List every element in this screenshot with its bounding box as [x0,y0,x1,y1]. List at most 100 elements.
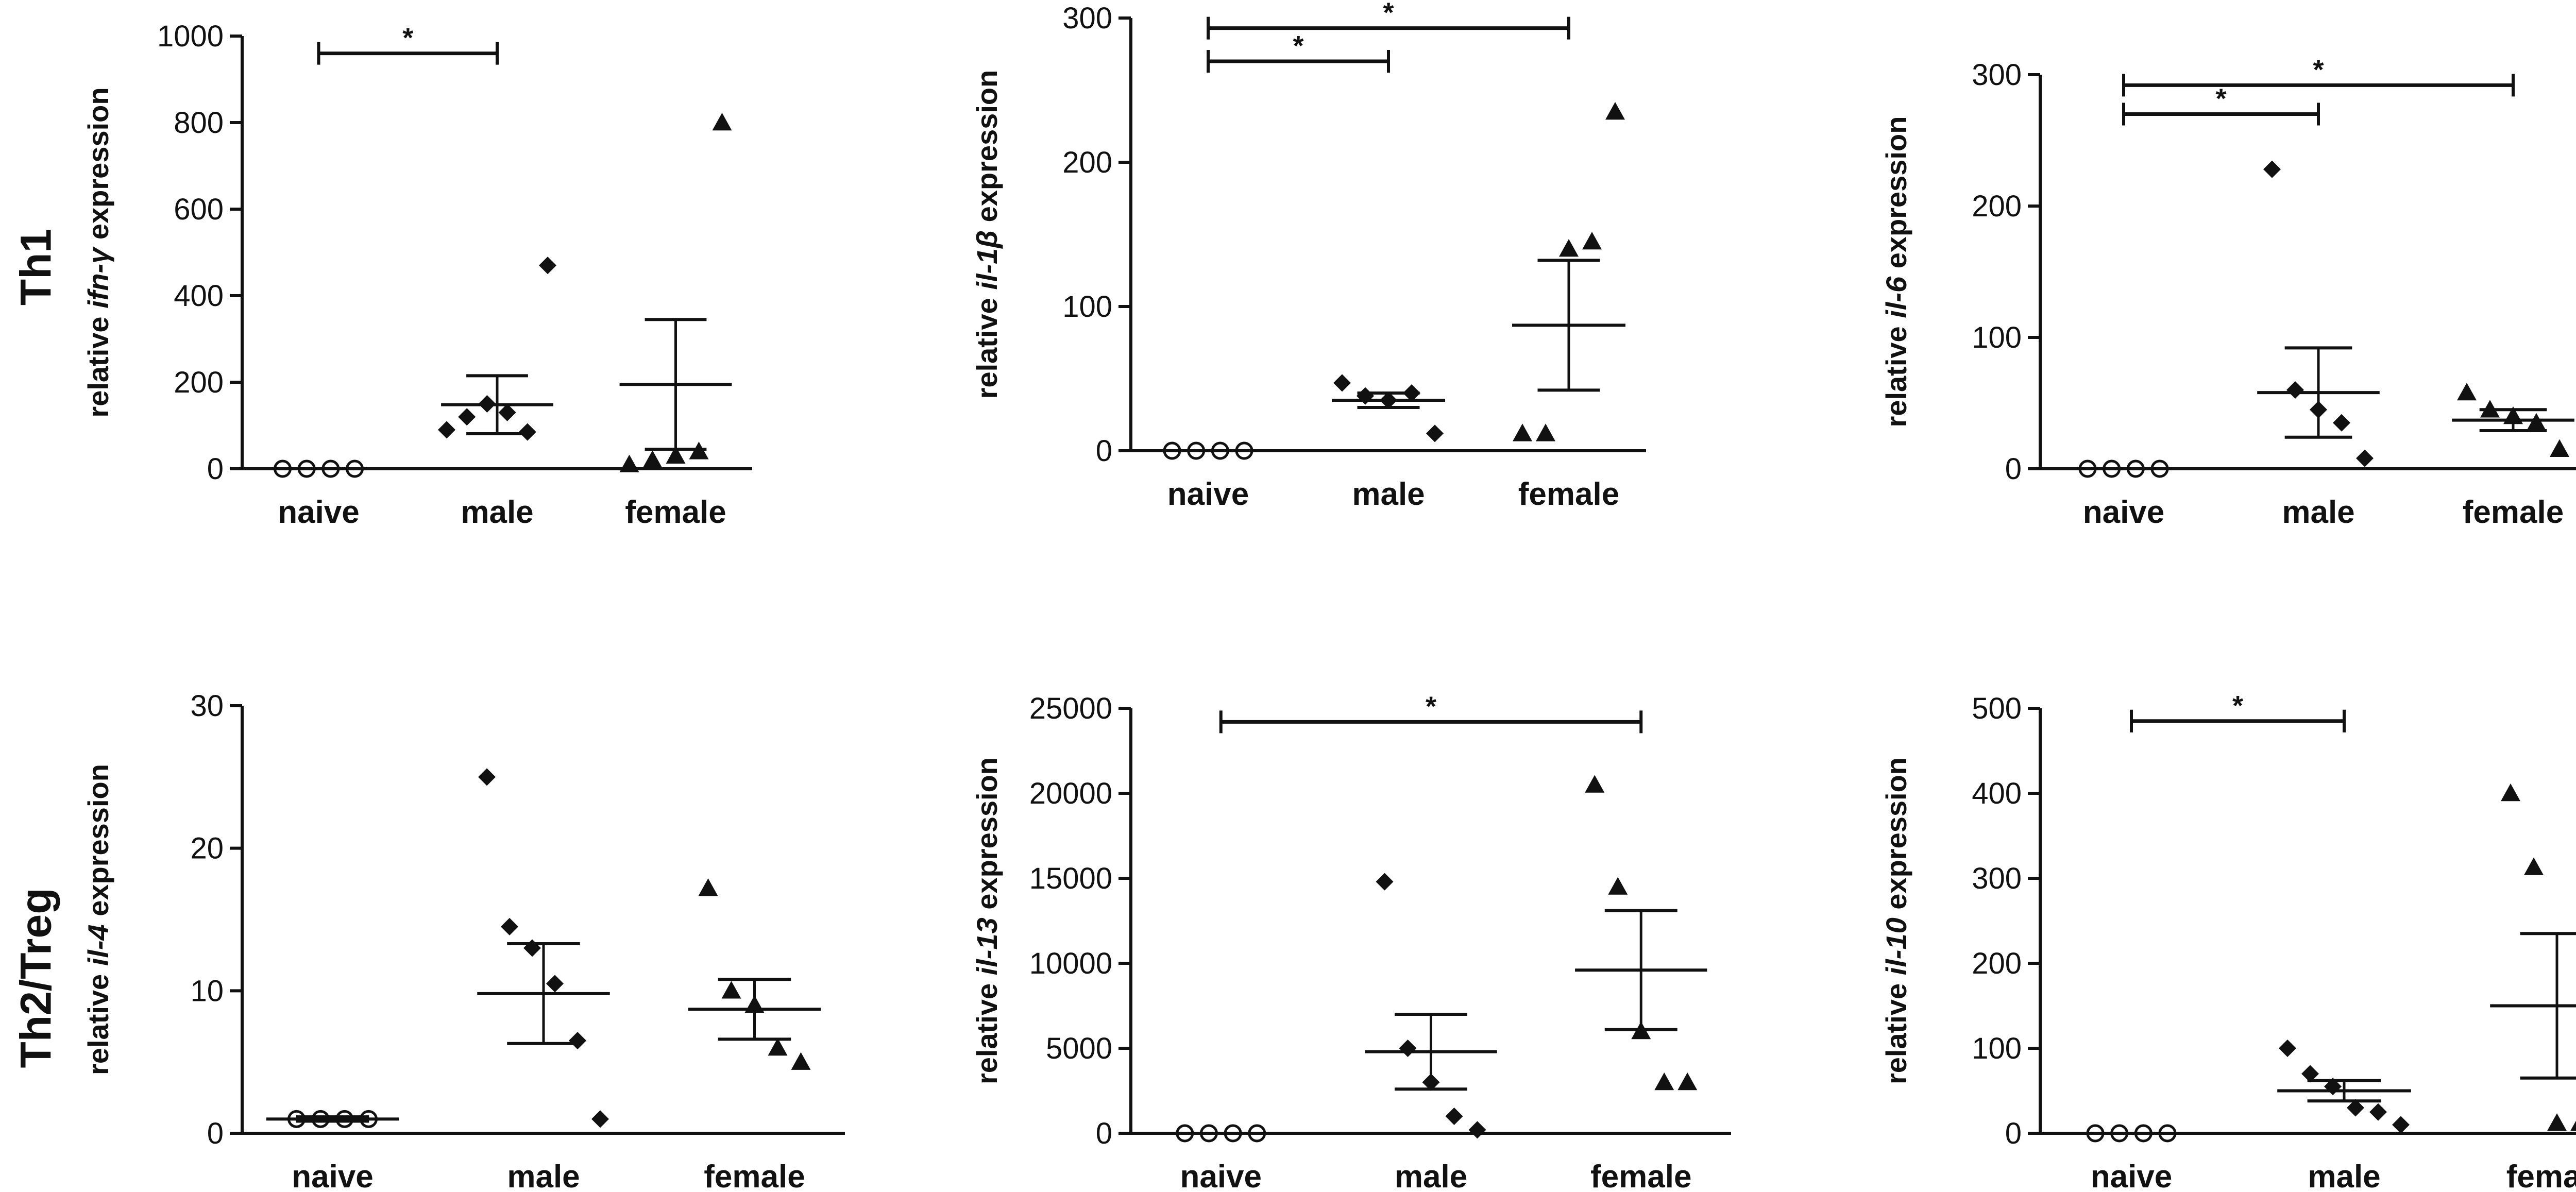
data-point-diamond [2392,1116,2410,1134]
y-axis-title-suffix: expression [971,757,1003,917]
data-point-diamond [523,939,541,957]
data-point-diamond [591,1110,609,1128]
y-axis-title-prefix: relative [82,309,114,418]
data-point-diamond [1333,374,1351,392]
y-axis-title-suffix: expression [971,70,1003,230]
significance-label: * [1383,0,1394,28]
y-axis-title-suffix: expression [82,87,114,247]
panel-il-4: 0 10 20 30 naive male female relative il-4 expr… [82,689,845,1192]
data-point-diamond [1376,873,1394,891]
y-axis-title-suffix: expression [82,764,114,924]
x-category-label: male [1352,476,1425,512]
x-category-label: female [625,495,726,530]
x-category-label: naive [2083,495,2165,530]
data-point-diamond [2347,1099,2364,1117]
significance-label: * [1293,30,1303,61]
x-category-label: male [507,1159,580,1192]
data-point-triangle [2570,1120,2576,1131]
y-axis-title: relative il-1β expression [971,70,1003,399]
y-tick-label: 100 [1972,1032,2022,1065]
data-point-diamond [2356,449,2374,467]
y-tick-label: 200 [1062,146,1112,179]
y-tick-label: 0 [2005,1117,2022,1150]
data-point-triangle [712,113,732,131]
y-axis-title-prefix: relative [82,966,114,1075]
data-point-triangle [2550,439,2569,457]
y-tick-label: 500 [1972,692,2022,725]
data-point-diamond [2286,381,2304,399]
data-point-diamond [539,257,557,275]
y-tick-label: 25000 [1029,692,1112,725]
y-axis-title: relative il-10 expression [1880,757,1912,1084]
y-axis-title: relative ifn-γ expression [82,87,114,417]
x-category-label: male [1395,1159,1467,1192]
x-category-label: naive [1180,1159,1262,1192]
y-tick-label: 30 [190,689,224,723]
data-point-diamond [2279,1040,2296,1057]
y-tick-label: 20000 [1029,777,1112,810]
x-category-label: female [2506,1159,2576,1192]
y-axis-title: relative il-4 expression [82,764,114,1075]
y-axis-title-prefix: relative [1880,318,1912,428]
data-point-triangle [1654,1072,1674,1091]
y-tick-label: 800 [174,106,224,140]
y-axis-title-gene: il-1β [971,230,1003,290]
y-tick-label: 200 [1972,190,2022,223]
y-axis-title-suffix: expression [1880,116,1912,277]
y-tick-label: 300 [1972,58,2022,92]
y-tick-label: 15000 [1029,862,1112,895]
y-tick-label: 200 [174,366,224,399]
x-category-label: naive [292,1159,374,1192]
data-point-diamond [1357,387,1374,405]
data-point-diamond [498,403,516,421]
y-tick-label: 600 [174,193,224,226]
panel-il-10: 0 100 200 300 400 500 naive male female relative … [1880,690,2576,1192]
significance-label: * [1426,691,1436,722]
y-tick-label: 0 [1096,434,1112,468]
panel-il-6: 0 100 200 300 naive male female relative il-6 e… [1880,54,2576,530]
data-point-triangle [1605,102,1625,120]
data-point-diamond [569,1032,586,1050]
data-point-diamond [1426,424,1444,442]
data-point-triangle [1559,239,1579,257]
x-category-label: naive [1167,476,1249,512]
y-tick-label: 5000 [1046,1032,1112,1065]
data-point-diamond [518,423,536,441]
y-tick-label: 400 [174,279,224,313]
x-category-label: male [2308,1159,2380,1192]
panel-il-13: 0 5000 10000 15000 20000 25000 naive male female… [971,691,1731,1192]
x-category-label: male [461,495,533,530]
y-tick-label: 0 [1096,1117,1112,1150]
y-axis-title-prefix: relative [971,290,1003,399]
data-point-triangle [1585,775,1605,793]
data-point-diamond [458,408,476,426]
y-axis-title-prefix: relative [971,975,1003,1084]
panel-il-1beta: 0 100 200 300 naive male female relative il-1β … [971,0,1646,512]
y-axis-title-gene: il-4 [82,924,114,966]
x-category-label: female [1590,1159,1691,1192]
panel-ifn-gamma: 0 200 400 600 800 1000 naive male female relative… [82,20,752,530]
data-point-triangle [1513,423,1532,441]
y-tick-label: 10000 [1029,947,1112,980]
data-point-triangle [721,981,741,999]
y-axis-title: relative il-6 expression [1880,116,1912,428]
y-tick-label: 0 [2005,452,2022,486]
data-point-triangle [2457,383,2477,401]
significance-label: * [2215,83,2226,114]
significance-label: * [402,23,413,54]
data-point-triangle [1608,877,1628,895]
x-category-label: female [2463,495,2564,530]
y-axis-title-gene: il-6 [1880,276,1912,318]
data-point-triangle [2524,857,2544,875]
x-category-label: male [2282,495,2354,530]
data-point-triangle [698,878,718,896]
y-axis-title-prefix: relative [1880,975,1912,1084]
data-point-diamond [546,975,564,993]
y-tick-label: 300 [1972,862,2022,895]
x-category-label: female [704,1159,805,1192]
y-tick-label: 20 [190,832,224,865]
data-point-triangle [768,1038,788,1056]
y-axis-title: relative il-13 expression [971,757,1003,1084]
data-point-triangle [1536,423,1555,441]
